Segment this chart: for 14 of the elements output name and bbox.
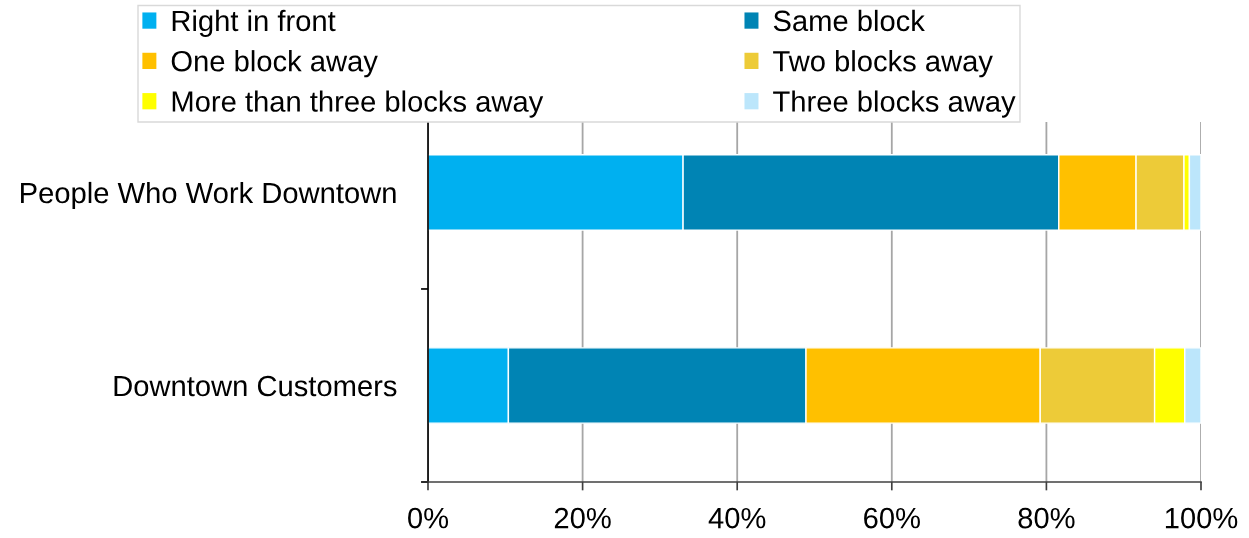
- legend-label: More than three blocks away: [172, 90, 544, 118]
- y-tick-label: Downtown Customers: [114, 375, 397, 397]
- legend-label: Right in front: [172, 9, 336, 37]
- legend-label: Three blocks away: [773, 90, 1016, 118]
- legend-label: One block away: [171, 50, 378, 78]
- legend-label: Two blocks away: [773, 50, 993, 78]
- x-tick-label: 60%: [864, 507, 920, 529]
- x-tick-label: 0%: [408, 507, 449, 529]
- y-tick-label: People Who Work Downtown: [21, 181, 396, 210]
- x-tick-label: 40%: [708, 507, 766, 529]
- legend-label: Same block: [773, 9, 925, 32]
- x-tick-label: 20%: [554, 507, 611, 529]
- x-tick-label: 80%: [1018, 507, 1075, 529]
- x-tick-label: 100%: [1165, 507, 1238, 529]
